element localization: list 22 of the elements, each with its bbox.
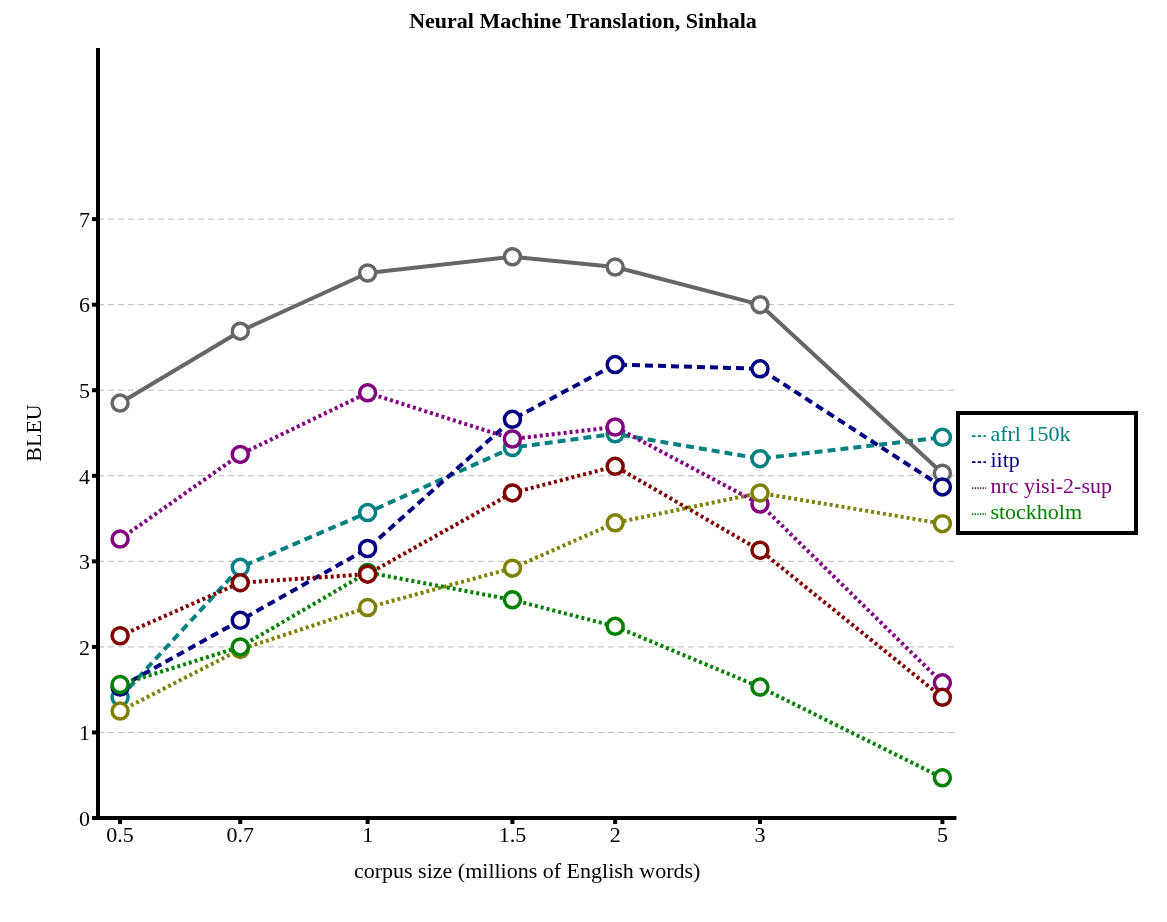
legend-label: afrl 150k [990,421,1071,446]
legend-label: stockholm [990,499,1083,524]
x-tick-label: 1.5 [498,821,527,847]
y-axis-title: BLEU [20,404,46,462]
chart-title: Neural Machine Translation, Sinhala [408,8,758,34]
x-axis-title: corpus size (millions of English words) [353,858,701,883]
y-tick-label: 4 [79,463,90,489]
x-tick-label: 0.7 [226,821,255,847]
y-tick-label: 0 [79,805,90,831]
y-tick-label: 3 [79,549,90,575]
x-tick-label: 5 [936,821,948,847]
x-tick-label: 3 [754,821,766,847]
y-tick-label: 6 [79,292,90,318]
y-tick-label: 5 [79,378,90,404]
x-tick-label: 0.5 [106,821,134,847]
x-tick-label: 1 [362,821,374,847]
x-tick-label: 2 [609,821,621,847]
y-tick-label: 1 [79,720,90,746]
y-tick-label: 7 [79,206,90,232]
y-tick-label: 2 [79,634,90,660]
legend-label: nrc yisi-2-sup [990,473,1112,498]
legend-label: iitp [990,447,1020,472]
